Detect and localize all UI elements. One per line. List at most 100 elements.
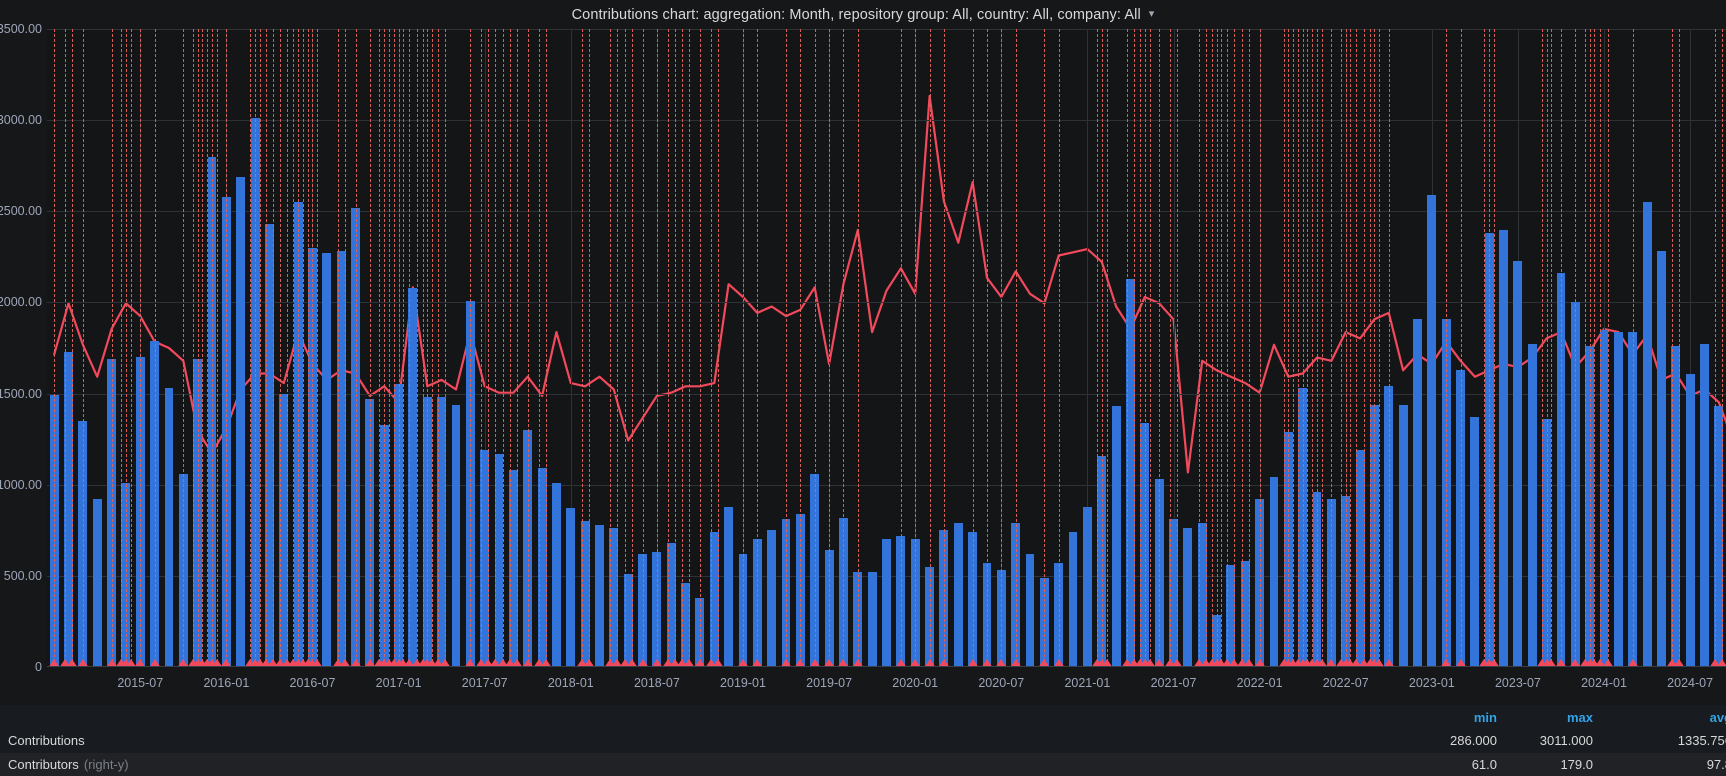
annotation-line[interactable] <box>1312 29 1314 667</box>
annotation-line[interactable] <box>1169 29 1171 667</box>
annotation-line[interactable] <box>1388 29 1390 667</box>
annotation-marker[interactable] <box>259 659 272 667</box>
bar[interactable] <box>939 530 949 667</box>
annotation-line[interactable] <box>1140 29 1142 667</box>
bar[interactable] <box>1570 302 1580 667</box>
annotation-marker[interactable] <box>148 659 161 667</box>
annotation-marker[interactable] <box>1554 659 1567 667</box>
bar[interactable] <box>1427 194 1437 667</box>
annotation-line[interactable] <box>265 29 267 667</box>
annotation-marker[interactable] <box>532 659 545 667</box>
annotation-line[interactable] <box>1283 29 1285 667</box>
annotation-line[interactable] <box>800 29 802 667</box>
annotation-marker[interactable] <box>1163 659 1176 667</box>
annotation-marker[interactable] <box>1143 659 1156 667</box>
bar[interactable] <box>1111 406 1121 667</box>
annotation-marker[interactable] <box>220 659 233 667</box>
annotation-line[interactable] <box>1356 29 1358 667</box>
annotation-marker[interactable] <box>432 659 445 667</box>
annotation-marker[interactable] <box>177 659 190 667</box>
annotation-marker[interactable] <box>1545 659 1558 667</box>
bar[interactable] <box>695 597 705 667</box>
bar[interactable] <box>394 384 404 667</box>
bar[interactable] <box>1499 229 1508 667</box>
bar[interactable] <box>1126 278 1135 667</box>
annotation-line[interactable] <box>1044 29 1046 667</box>
annotation-line[interactable] <box>1460 29 1462 667</box>
annotation-marker[interactable] <box>683 659 696 667</box>
annotation-line[interactable] <box>1350 29 1352 667</box>
annotation-line[interactable] <box>438 29 440 667</box>
annotation-marker[interactable] <box>923 659 936 667</box>
bar[interactable] <box>595 524 604 667</box>
annotation-line[interactable] <box>1317 29 1318 667</box>
bar[interactable] <box>996 570 1006 667</box>
annotation-line[interactable] <box>226 29 228 667</box>
annotation-line[interactable] <box>488 29 490 667</box>
bar[interactable] <box>1169 519 1178 667</box>
legend-series-name[interactable]: Contributions <box>8 733 85 749</box>
bar[interactable] <box>824 550 834 667</box>
annotation-line[interactable] <box>581 29 583 667</box>
bar[interactable] <box>666 543 676 667</box>
bar[interactable] <box>1441 318 1451 667</box>
bar[interactable] <box>293 202 303 667</box>
annotation-marker[interactable] <box>1120 659 1133 667</box>
annotation-line[interactable] <box>1302 29 1304 667</box>
annotation-marker[interactable] <box>1228 659 1241 667</box>
annotation-marker[interactable] <box>403 659 416 667</box>
bar[interactable] <box>652 552 662 667</box>
chevron-down-icon[interactable]: ▾ <box>1148 8 1155 20</box>
bar[interactable] <box>1700 344 1709 667</box>
annotation-line[interactable] <box>384 29 386 667</box>
annotation-marker[interactable] <box>780 659 793 667</box>
bar[interactable] <box>494 453 504 667</box>
bar[interactable] <box>1542 419 1552 667</box>
bar[interactable] <box>1197 523 1207 667</box>
bar[interactable] <box>752 539 762 667</box>
annotation-line[interactable] <box>202 29 204 667</box>
annotation-line[interactable] <box>287 29 289 667</box>
annotation-line[interactable] <box>527 29 529 667</box>
annotation-marker[interactable] <box>521 659 534 667</box>
bar[interactable] <box>49 395 59 667</box>
annotation-line[interactable] <box>915 29 917 667</box>
bar[interactable] <box>351 207 360 667</box>
bar[interactable] <box>523 430 533 667</box>
annotation-line[interactable] <box>1560 29 1562 667</box>
bar[interactable] <box>322 253 332 667</box>
annotation-marker[interactable] <box>1052 659 1065 667</box>
annotation-marker[interactable] <box>823 659 836 667</box>
annotation-marker[interactable] <box>124 659 137 667</box>
annotation-marker[interactable] <box>1488 659 1500 667</box>
annotation-line[interactable] <box>1216 29 1218 667</box>
annotation-marker[interactable] <box>1100 659 1113 667</box>
annotation-marker[interactable] <box>966 659 979 667</box>
bar[interactable] <box>1054 563 1064 667</box>
annotation-line[interactable] <box>82 29 84 667</box>
annotation-line[interactable] <box>829 29 831 667</box>
bar[interactable] <box>1642 202 1652 667</box>
annotation-line[interactable] <box>1211 29 1213 667</box>
annotation-line[interactable] <box>422 29 424 667</box>
annotation-line[interactable] <box>1241 29 1243 667</box>
annotation-line[interactable] <box>1363 29 1365 667</box>
bar[interactable] <box>221 196 231 667</box>
bar[interactable] <box>623 574 633 667</box>
annotation-marker[interactable] <box>210 659 223 667</box>
bar[interactable] <box>1255 499 1265 667</box>
annotation-marker[interactable] <box>464 659 477 667</box>
annotation-line[interactable] <box>481 29 483 667</box>
bar[interactable] <box>451 404 461 667</box>
bar[interactable] <box>264 224 274 667</box>
annotation-line[interactable] <box>250 29 252 667</box>
annotation-line[interactable] <box>64 29 66 667</box>
annotation-line[interactable] <box>1126 29 1128 667</box>
annotation-marker[interactable] <box>636 659 649 667</box>
annotation-marker[interactable] <box>1440 659 1453 667</box>
annotation-line[interactable] <box>1551 29 1553 667</box>
bar[interactable] <box>1685 373 1695 667</box>
bar[interactable] <box>1025 553 1035 667</box>
annotation-line[interactable] <box>212 29 214 667</box>
annotation-marker[interactable] <box>58 659 71 667</box>
